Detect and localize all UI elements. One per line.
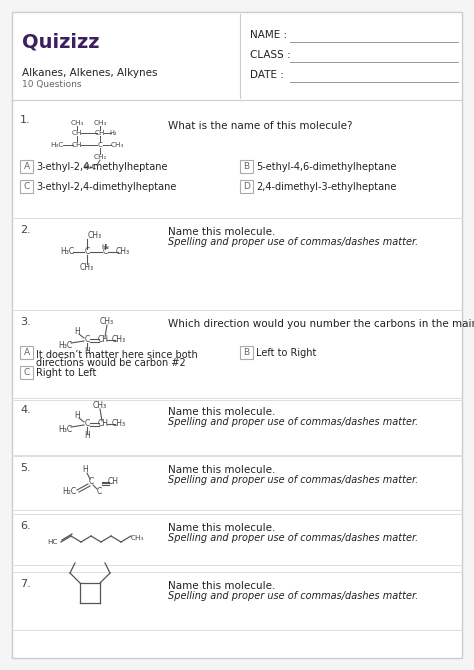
Text: D: D — [243, 182, 250, 191]
Text: CH₃: CH₃ — [112, 419, 126, 429]
Text: NAME :: NAME : — [250, 30, 287, 40]
Text: H₃C: H₃C — [83, 164, 97, 170]
Text: CH: CH — [108, 478, 118, 486]
Text: What is the name of this molecule?: What is the name of this molecule? — [168, 121, 353, 131]
Text: C: C — [96, 488, 101, 496]
Text: H₃C: H₃C — [60, 247, 74, 257]
Text: Alkanes, Alkenes, Alkynes: Alkanes, Alkenes, Alkynes — [22, 68, 157, 78]
Text: C: C — [23, 368, 29, 377]
Text: C: C — [84, 247, 90, 257]
Text: Which direction would you number the carbons in the main chain?: Which direction would you number the car… — [168, 319, 474, 329]
Text: C: C — [84, 419, 90, 429]
Text: Name this molecule.: Name this molecule. — [168, 523, 279, 533]
Text: CH₃: CH₃ — [80, 263, 94, 271]
Bar — [240, 346, 253, 359]
Text: CH: CH — [95, 130, 105, 136]
Text: C: C — [102, 247, 108, 257]
Text: H₃C: H₃C — [50, 142, 64, 148]
Text: Name this molecule.: Name this molecule. — [168, 465, 279, 475]
Text: Spelling and proper use of commas/dashes matter.: Spelling and proper use of commas/dashes… — [168, 417, 418, 427]
Text: 2,4-dimethyl-3-ethylheptane: 2,4-dimethyl-3-ethylheptane — [256, 182, 396, 192]
Bar — [20, 160, 33, 173]
Text: Quizizz: Quizizz — [22, 32, 100, 51]
Text: A: A — [23, 348, 29, 357]
Bar — [20, 366, 33, 379]
Text: Spelling and proper use of commas/dashes matter.: Spelling and proper use of commas/dashes… — [168, 475, 418, 485]
Text: 6.: 6. — [20, 521, 31, 531]
Text: CH: CH — [98, 336, 109, 344]
Text: 7.: 7. — [20, 579, 31, 589]
Text: 10 Questions: 10 Questions — [22, 80, 82, 89]
Text: CH₃: CH₃ — [112, 336, 126, 344]
Text: directions would be carbon #2: directions would be carbon #2 — [36, 358, 186, 368]
Text: H₂: H₂ — [109, 130, 117, 136]
Text: C: C — [98, 142, 102, 148]
Text: 5.: 5. — [20, 463, 31, 473]
Text: H: H — [74, 328, 80, 336]
Text: H: H — [82, 466, 88, 474]
Text: Name this molecule.: Name this molecule. — [168, 227, 279, 237]
Text: Spelling and proper use of commas/dashes matter.: Spelling and proper use of commas/dashes… — [168, 237, 418, 247]
Text: HC: HC — [48, 539, 58, 545]
Text: H₂: H₂ — [101, 244, 109, 250]
Text: CH₃: CH₃ — [110, 142, 124, 148]
Text: CH: CH — [72, 142, 82, 148]
Text: CH₃: CH₃ — [93, 401, 107, 411]
Text: CH: CH — [72, 130, 82, 136]
Text: H: H — [84, 431, 90, 440]
Text: 3.: 3. — [20, 317, 31, 327]
Text: H₂C: H₂C — [62, 488, 76, 496]
Text: C: C — [23, 182, 29, 191]
Text: CLASS :: CLASS : — [250, 50, 291, 60]
Bar — [20, 346, 33, 359]
Text: CH₃: CH₃ — [116, 247, 130, 257]
Text: H: H — [74, 411, 80, 421]
Text: H₃C: H₃C — [58, 425, 72, 433]
Text: CH₃: CH₃ — [100, 318, 114, 326]
Text: CH₃: CH₃ — [88, 232, 102, 241]
Text: Left to Right: Left to Right — [256, 348, 316, 358]
Text: C: C — [84, 336, 90, 344]
Bar — [240, 160, 253, 173]
Text: 3-ethyl-2,4-methylheptane: 3-ethyl-2,4-methylheptane — [36, 161, 167, 172]
Text: 3-ethyl-2,4-dimethylheptane: 3-ethyl-2,4-dimethylheptane — [36, 182, 176, 192]
Text: Name this molecule.: Name this molecule. — [168, 407, 279, 417]
Text: 2.: 2. — [20, 225, 31, 235]
Text: H: H — [84, 348, 90, 356]
Text: CH₃: CH₃ — [70, 120, 84, 126]
Text: CH: CH — [98, 419, 109, 429]
Text: 5-ethyl-4,6-dimethylheptane: 5-ethyl-4,6-dimethylheptane — [256, 161, 396, 172]
Text: B: B — [244, 162, 250, 171]
Text: Right to Left: Right to Left — [36, 368, 96, 377]
Text: H₃C: H₃C — [58, 340, 72, 350]
Text: DATE :: DATE : — [250, 70, 284, 80]
Bar — [20, 180, 33, 193]
Text: It doesn’t matter here since both: It doesn’t matter here since both — [36, 350, 198, 360]
Bar — [240, 180, 253, 193]
Text: Spelling and proper use of commas/dashes matter.: Spelling and proper use of commas/dashes… — [168, 591, 418, 601]
Text: CH₃: CH₃ — [93, 120, 107, 126]
Text: 1.: 1. — [20, 115, 31, 125]
Text: CH₃: CH₃ — [130, 535, 144, 541]
Text: Spelling and proper use of commas/dashes matter.: Spelling and proper use of commas/dashes… — [168, 533, 418, 543]
Text: B: B — [244, 348, 250, 357]
Text: A: A — [23, 162, 29, 171]
Text: 4.: 4. — [20, 405, 31, 415]
Text: CH₂: CH₂ — [93, 154, 107, 160]
Text: C: C — [88, 478, 94, 486]
Text: Name this molecule.: Name this molecule. — [168, 581, 279, 591]
